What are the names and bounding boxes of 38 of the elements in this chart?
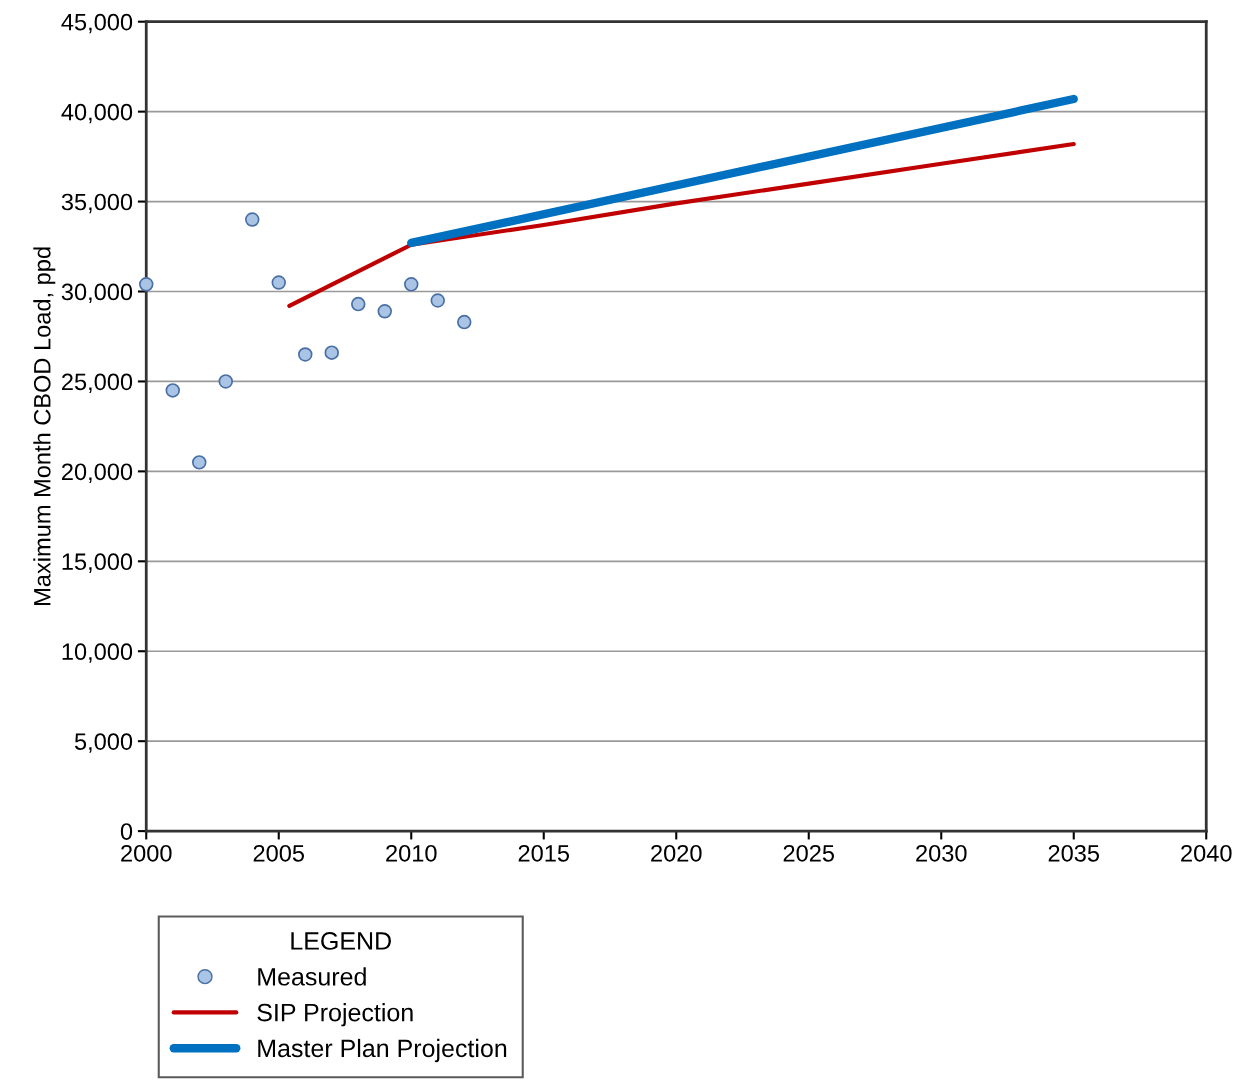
y-tick-label: 45,000	[61, 13, 133, 34]
point	[218, 374, 233, 389]
x-tick-label: 2000	[121, 844, 172, 862]
point	[298, 347, 313, 362]
legend-label: Master Plan Projection	[258, 1038, 507, 1063]
x-tick-label: 2035	[1048, 844, 1100, 862]
point	[192, 455, 207, 470]
x-tick-label: 2030	[916, 844, 967, 862]
y-tick-label: 5,000	[74, 733, 133, 753]
y-tick-label: 10,000	[62, 643, 133, 663]
y-tick-label: 40,000	[61, 103, 133, 124]
point	[351, 296, 366, 312]
y-tick-label: 25,000	[62, 373, 133, 394]
y-tick-label: 30,000	[61, 283, 133, 304]
x-tick-label: 2015	[518, 844, 570, 862]
point	[165, 383, 180, 398]
y-tick-label: 0	[120, 823, 133, 840]
point	[430, 293, 445, 308]
point	[377, 304, 392, 319]
legend-label: Measured	[258, 967, 366, 986]
y-tick-label: 35,000	[61, 193, 133, 214]
y-axis-title: Maximum Month CBOD Load, ppd	[33, 247, 56, 605]
point	[404, 277, 419, 292]
legend-label: SIP Projection	[257, 1003, 413, 1027]
point	[457, 314, 472, 330]
y-tick-label: 15,000	[62, 553, 133, 573]
x-tick-label: 2040	[1181, 844, 1232, 862]
x-tick-label: 2020	[651, 844, 702, 862]
point	[324, 345, 339, 360]
point	[139, 277, 154, 292]
x-tick-label: 2010	[386, 844, 437, 862]
x-tick-label: 2025	[783, 844, 835, 862]
x-tick-label: 2005	[253, 844, 305, 862]
legend-title: LEGEND	[291, 932, 391, 950]
point	[245, 212, 260, 227]
point	[271, 275, 286, 290]
y-tick-label: 20,000	[62, 463, 133, 483]
line-series	[287, 141, 1076, 308]
